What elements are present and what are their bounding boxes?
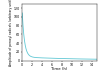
X-axis label: Time (h): Time (h) — [51, 67, 68, 71]
Y-axis label: Amplitude of peroxyl radicals (arbitrary unit): Amplitude of peroxyl radicals (arbitrary… — [9, 0, 13, 66]
